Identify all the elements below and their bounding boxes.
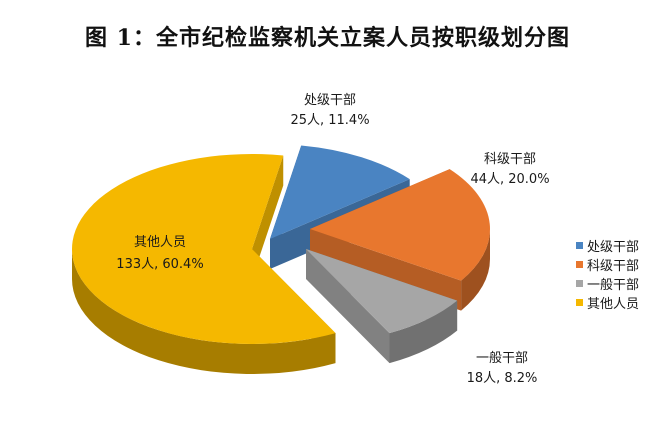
chart-title: 图 1：全市纪检监察机关立案人员按职级划分图: [85, 25, 570, 51]
legend-swatch: [576, 261, 583, 268]
slice-处级干部[interactable]: [270, 145, 410, 239]
legend-item: 一般干部: [576, 274, 639, 293]
legend-swatch: [576, 280, 583, 287]
slice-其他人员[interactable]: [71, 154, 336, 344]
slice-label-value: 133人, 60.4%: [116, 257, 203, 272]
slice-label-name: 其他人员: [134, 235, 186, 250]
legend-label: 其他人员: [587, 297, 640, 312]
slice-label-name: 科级干部: [484, 152, 536, 167]
slice-科级干部[interactable]: [310, 169, 490, 281]
slice-label-value: 44人, 20.0%: [470, 172, 549, 187]
legend-label: 一般干部: [587, 278, 640, 293]
slice-wall-其他人员-1: [252, 155, 284, 279]
slice-label-name: 处级干部: [304, 93, 356, 108]
legend-label: 科级干部: [587, 259, 640, 274]
slice-wall-一般干部-1: [306, 249, 390, 364]
legend-swatch: [576, 242, 583, 249]
legend-label: 处级干部: [587, 240, 640, 255]
legend-swatch: [576, 299, 583, 306]
slice-side-一般干部-0: [389, 300, 458, 364]
slice-side-科级干部-0: [461, 229, 490, 311]
slice-label-value: 25人, 11.4%: [290, 113, 369, 128]
legend: 处级干部科级干部一般干部其他人员: [576, 236, 639, 312]
legend-item: 科级干部: [576, 255, 639, 274]
slice-label-name: 一般干部: [476, 350, 528, 366]
slice-label-value: 18人, 8.2%: [467, 371, 538, 386]
slice-side-其他人员-0: [72, 249, 336, 374]
slice-一般干部[interactable]: [306, 249, 458, 334]
legend-item: 其他人员: [576, 293, 639, 312]
legend-item: 处级干部: [576, 236, 639, 255]
